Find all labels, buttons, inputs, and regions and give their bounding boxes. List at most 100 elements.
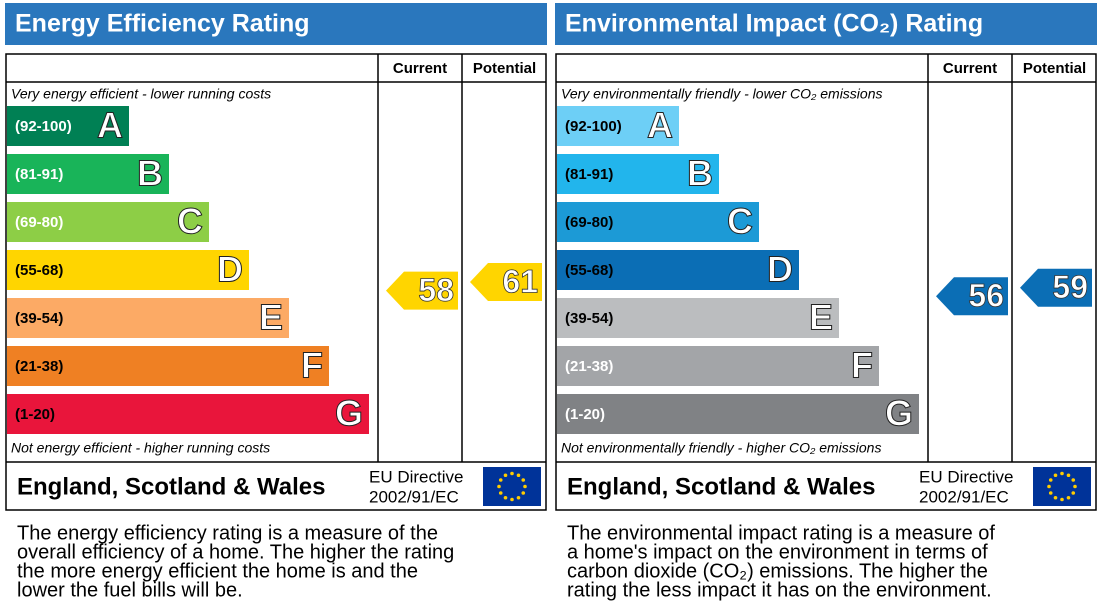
column-header: Current [393, 60, 447, 77]
eu-star [1053, 495, 1058, 500]
band-letter: F [301, 345, 323, 386]
rating-band [557, 154, 719, 194]
eu-star [1066, 473, 1071, 478]
band-letter: E [809, 297, 833, 338]
eu-star [521, 491, 526, 495]
rating-arrow [470, 263, 542, 301]
eu-star [498, 478, 503, 482]
rating-band [557, 394, 919, 434]
region: England, Scotland & Wales [567, 473, 875, 500]
eu-star [516, 473, 521, 478]
band-range: (39-54) [15, 310, 63, 327]
eu-star [1071, 478, 1076, 482]
rating-band [557, 298, 839, 338]
rating-band [557, 202, 759, 242]
eu-star [503, 495, 508, 500]
description: The energy efficiency rating is a measur… [17, 522, 438, 544]
bottom-note: Not environmentally friendly - higher CO… [561, 440, 881, 456]
title-bar [555, 3, 1097, 45]
rating-band [7, 154, 169, 194]
top-note: Very environmentally friendly - lower CO… [561, 86, 882, 102]
band-letter: G [885, 393, 913, 434]
eu-star [516, 495, 521, 500]
band-letter: D [217, 249, 243, 290]
rating-band [557, 250, 799, 290]
band-range: (81-91) [15, 166, 63, 183]
band-letter: C [177, 201, 203, 242]
band-range: (81-91) [565, 166, 613, 183]
band-letter: E [259, 297, 283, 338]
band-range: (1-20) [15, 406, 55, 423]
directive: 2002/91/EC [919, 487, 1009, 506]
band-range: (21-38) [15, 358, 63, 375]
panel-title: Energy Efficiency Rating [15, 10, 310, 38]
rating-value: 59 [1052, 269, 1088, 305]
rating-band [7, 346, 329, 386]
region: England, Scotland & Wales [17, 473, 325, 500]
description: rating the less impact it has on the env… [567, 579, 992, 601]
eu-star [1073, 484, 1077, 489]
description: the more energy efficient the home is an… [17, 560, 418, 582]
column-header: Current [943, 60, 997, 77]
rating-arrow [1020, 268, 1092, 307]
eu-star [1053, 473, 1058, 478]
rating-band [7, 298, 289, 338]
title-bar [5, 3, 547, 45]
rating-band [7, 250, 249, 290]
band-range: (69-80) [15, 214, 63, 231]
rating-band [7, 202, 209, 242]
column-header: Potential [1023, 60, 1086, 77]
band-range: (1-20) [565, 406, 605, 423]
directive: EU Directive [919, 467, 1013, 486]
rating-band [557, 106, 679, 146]
eu-star [1047, 484, 1051, 489]
table-frame [555, 53, 1097, 511]
eu-star [1071, 491, 1076, 495]
rating-arrow [936, 277, 1008, 316]
description: carbon dioxide (CO₂) emissions. The high… [567, 560, 988, 582]
description: The environmental impact rating is a mea… [567, 522, 995, 544]
description: a home's impact on the environment in te… [567, 541, 988, 563]
rating-band [7, 106, 129, 146]
band-range: (55-68) [565, 262, 613, 279]
description: overall efficiency of a home. The higher… [17, 541, 454, 563]
band-range: (55-68) [15, 262, 63, 279]
rating-value: 61 [502, 263, 538, 299]
band-range: (69-80) [565, 214, 613, 231]
rating-value: 56 [968, 278, 1004, 314]
band-range: (21-38) [565, 358, 613, 375]
band-letter: F [851, 345, 873, 386]
band-range: (92-100) [565, 118, 622, 135]
column-header: Potential [473, 60, 536, 77]
eu-star [521, 478, 526, 482]
directive: 2002/91/EC [369, 487, 459, 506]
eu-star [497, 484, 501, 489]
eu-star [1066, 495, 1071, 500]
directive: EU Directive [369, 467, 463, 486]
eu-star [498, 491, 503, 495]
eu-star [1060, 497, 1064, 502]
band-range: (39-54) [565, 310, 613, 327]
band-letter: B [137, 153, 163, 194]
band-letter: C [727, 201, 753, 242]
band-letter: D [767, 249, 793, 290]
rating-band [7, 394, 369, 434]
eu-star [1048, 491, 1053, 495]
band-letter: G [335, 393, 363, 434]
band-range: (92-100) [15, 118, 72, 135]
eu-star [1060, 471, 1064, 476]
description: lower the fuel bills will be. [17, 579, 243, 601]
eu-star [510, 497, 514, 502]
bottom-note: Not energy efficient - higher running co… [11, 440, 270, 456]
eu-star [503, 473, 508, 478]
top-note: Very energy efficient - lower running co… [11, 86, 271, 102]
panel-title: Environmental Impact (CO₂) Rating [565, 10, 983, 38]
rating-value: 58 [418, 272, 454, 308]
rating-arrow [386, 271, 458, 310]
eu-star [1048, 478, 1053, 482]
band-letter: A [647, 105, 673, 146]
eu-star [510, 471, 514, 476]
band-letter: B [687, 153, 713, 194]
rating-band [557, 346, 879, 386]
